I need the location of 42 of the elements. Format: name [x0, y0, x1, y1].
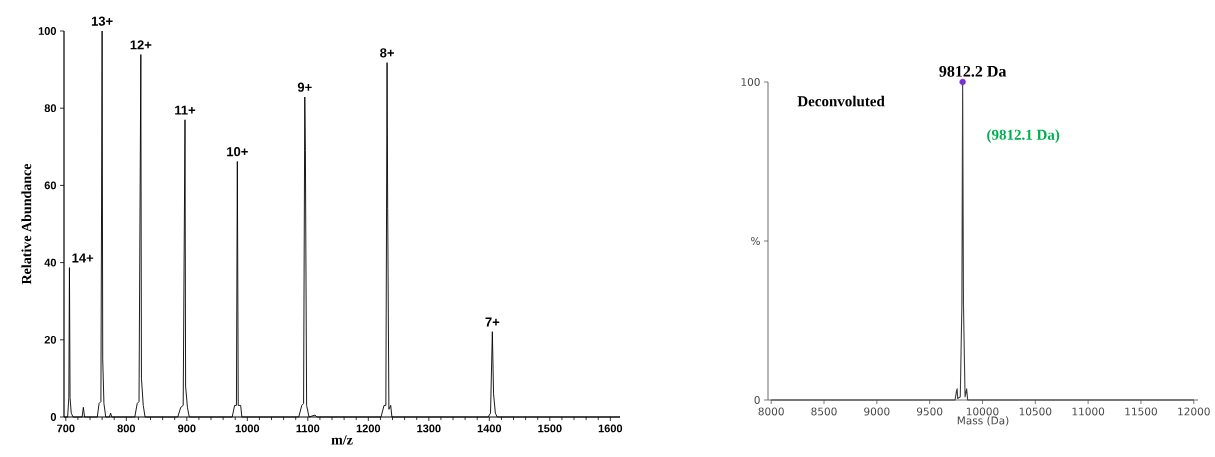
annotation: 14+	[72, 253, 94, 263]
x-tick-label: 700	[57, 424, 75, 433]
x-tick-label: 10000	[966, 407, 999, 416]
annotation: 8+	[380, 48, 394, 58]
annotation: 10+	[227, 147, 248, 157]
x-tick-label: 10500	[1019, 407, 1052, 416]
x-tick-label: 1500	[538, 424, 562, 433]
y-tick-label: 20	[44, 335, 57, 344]
annotation: Deconvoluted	[797, 95, 885, 107]
annotation: 9812.2 Da	[939, 65, 1007, 77]
x-tick-label: 1600	[598, 424, 623, 433]
x-tick-label: 900	[178, 424, 196, 433]
x-tick-label: 8000	[758, 407, 784, 416]
y-tick-label: 0	[50, 413, 57, 421]
annotation: 7+	[485, 317, 500, 327]
x-tick-label: 1300	[417, 424, 441, 433]
annotation: 11+	[175, 105, 196, 115]
x-axis-title: Mass (Da)	[957, 416, 1009, 426]
annotation: 12+	[130, 40, 152, 50]
y-tick-label: 0	[754, 396, 760, 404]
y-tick-label: 100	[741, 78, 760, 86]
y-tick-label: 100	[38, 27, 57, 35]
y-tick-label: 40	[44, 258, 57, 267]
y-tick-label: 60	[44, 181, 57, 190]
x-axis-title: m/z	[331, 435, 353, 445]
y-tick-label: 80	[44, 104, 57, 113]
x-tick-label: 1100	[296, 424, 320, 433]
x-tick-label: 11500	[1125, 407, 1157, 416]
y-axis-title: Relative Abundance	[21, 163, 32, 285]
x-tick-label: 1200	[356, 424, 381, 433]
x-tick-label: 8500	[811, 407, 837, 416]
annotation: 9+	[297, 82, 312, 92]
x-tick-label: 800	[117, 424, 136, 433]
x-tick-label: 1400	[477, 424, 502, 433]
annotation: 13+	[91, 16, 113, 26]
x-tick-label: 12000	[1178, 407, 1210, 416]
x-tick-label: 1000	[235, 424, 260, 433]
x-tick-label: 9000	[864, 407, 890, 416]
y-tick-label: %	[751, 237, 760, 245]
annotation: (9812.1 Da)	[987, 129, 1060, 143]
x-tick-label: 11000	[1072, 407, 1105, 416]
x-tick-label: 9500	[916, 407, 943, 416]
